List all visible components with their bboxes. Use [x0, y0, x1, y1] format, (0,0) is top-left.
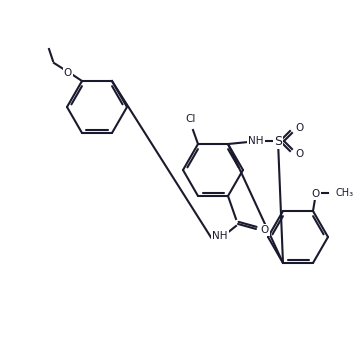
- Text: O: O: [295, 123, 303, 133]
- Text: NH: NH: [212, 231, 228, 241]
- Text: CH₃: CH₃: [335, 188, 353, 198]
- Text: O: O: [295, 149, 303, 159]
- Text: O: O: [64, 68, 72, 78]
- Text: S: S: [274, 135, 282, 148]
- Text: Cl: Cl: [186, 114, 196, 124]
- Text: O: O: [260, 225, 268, 235]
- Text: O: O: [312, 189, 320, 199]
- Text: NH: NH: [248, 136, 264, 146]
